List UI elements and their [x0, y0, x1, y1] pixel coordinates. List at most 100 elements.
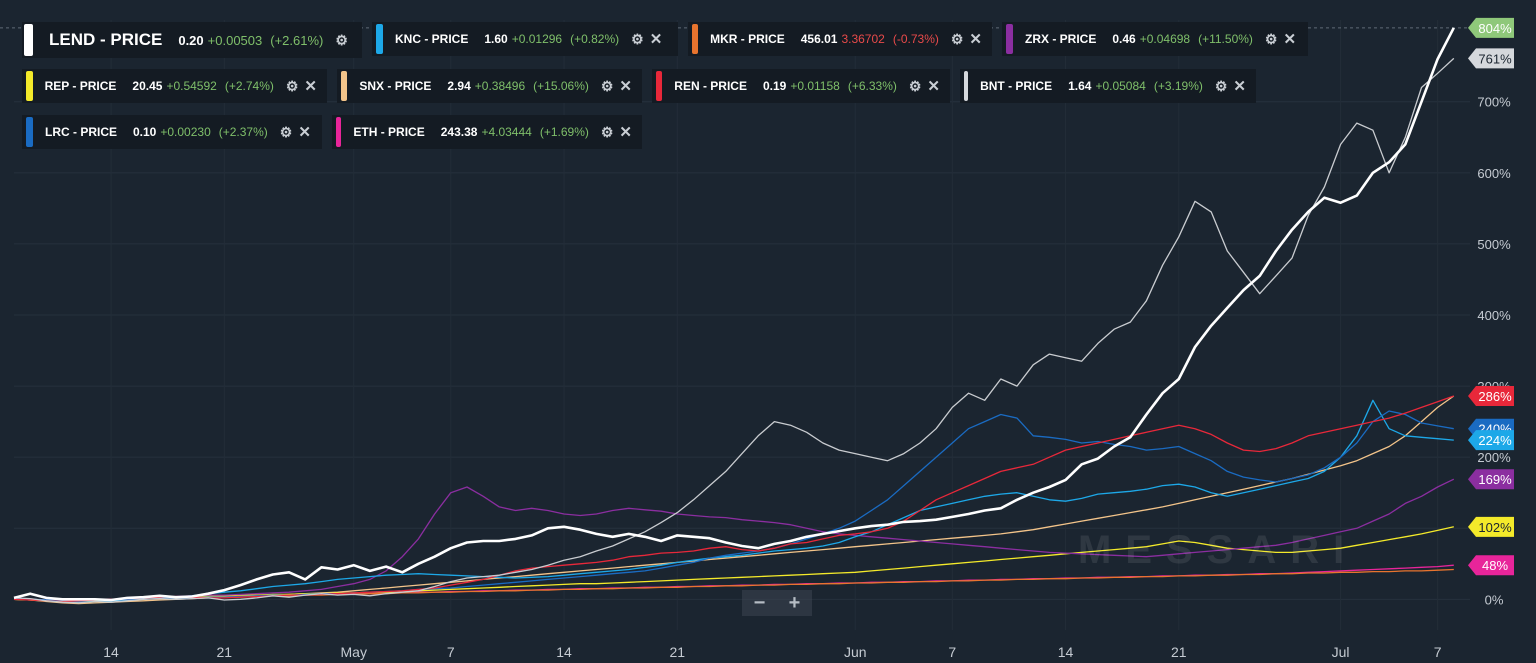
x-tick-label: May [341, 644, 367, 660]
legend-name-ren: REN - PRICE [674, 79, 747, 93]
gear-icon[interactable]: ⚙ [600, 78, 614, 94]
legend-change-lend: +0.00503 [207, 32, 263, 48]
x-tick-label: 7 [948, 644, 956, 660]
end-badge-shape [1468, 469, 1514, 490]
legend-change-snx: +0.38496 [474, 79, 526, 93]
legend-name-knc: KNC - PRICE [395, 32, 469, 46]
x-tick-label: 7 [447, 644, 455, 660]
close-icon[interactable]: ✕ [649, 30, 663, 48]
legend-swatch-snx [341, 71, 348, 101]
legend-value-ren: 0.19 [762, 79, 787, 93]
legend-row-3: LRC - PRICE 0.10 +0.00230 (+2.37%) ⚙ ✕ E… [0, 115, 642, 149]
legend-value-lend: 0.20 [178, 32, 204, 48]
legend-change-bnt: +0.05084 [1095, 79, 1146, 93]
x-axis-band [0, 633, 1536, 663]
legend-item-rep[interactable]: REP - PRICE 20.45 +0.54592 (+2.74%) ⚙ ✕ [22, 69, 327, 103]
legend-value-rep: 20.45 [132, 79, 163, 93]
zoom-controls: − + [742, 590, 812, 616]
x-tick-label: 7 [1434, 644, 1442, 660]
end-badge-shape [1468, 430, 1514, 451]
legend-pct-lend: (+2.61%) [270, 32, 324, 48]
x-tick-label: Jun [844, 644, 867, 660]
legend-change-ren: +0.01158 [790, 79, 840, 93]
end-badge-zrx: 169% [1468, 469, 1514, 490]
end-badge-label: 169% [1478, 472, 1512, 487]
minus-icon[interactable]: − [753, 591, 766, 614]
legend-change-rep: +0.54592 [166, 79, 217, 93]
legend-item-lend[interactable]: LEND - PRICE 0.20 +0.00503 (+2.61%) ⚙ [22, 22, 362, 58]
close-icon[interactable]: ✕ [969, 30, 982, 48]
legend-pct-zrx: (+11.50%) [1198, 32, 1253, 46]
legend-swatch-lend [24, 24, 33, 56]
legend-swatch-bnt [964, 71, 969, 101]
gear-icon[interactable]: ⚙ [1264, 31, 1278, 47]
series-line-lrc [13, 410, 1454, 602]
end-badge-label: 48% [1482, 558, 1508, 573]
legend-name-zrx: ZRX - PRICE [1025, 32, 1097, 46]
legend-pct-ren: (+6.33%) [847, 79, 897, 93]
legend-value-bnt: 1.64 [1068, 79, 1092, 93]
x-tick-label: 14 [1058, 644, 1074, 660]
legend-change-mkr: 3.36702 [841, 32, 885, 46]
legend-name-bnt: BNT - PRICE [980, 79, 1053, 93]
y-tick-label: 200% [1477, 450, 1511, 465]
x-tick-label: 14 [103, 644, 119, 660]
legend-item-zrx[interactable]: ZRX - PRICE 0.46 +0.04698 (+11.50%) ⚙ ✕ [1002, 22, 1308, 56]
gear-icon[interactable]: ⚙ [908, 78, 922, 94]
close-icon[interactable]: ✕ [927, 77, 940, 95]
legend-swatch-ren [656, 71, 663, 101]
gear-icon[interactable]: ⚙ [335, 32, 348, 48]
y-tick-label: 600% [1477, 166, 1511, 181]
gear-icon[interactable]: ⚙ [285, 78, 299, 94]
legend-item-bnt[interactable]: BNT - PRICE 1.64 +0.05084 (+3.19%) ⚙ ✕ [960, 69, 1256, 103]
end-badge-label: 804% [1478, 21, 1512, 36]
legend-item-knc[interactable]: KNC - PRICE 1.60 +0.01296 (+0.82%) ⚙ ✕ [372, 22, 678, 56]
gear-icon[interactable]: ⚙ [631, 31, 644, 47]
legend-name-rep: REP - PRICE [44, 79, 117, 93]
y-tick-label: 500% [1477, 237, 1511, 252]
gear-icon[interactable]: ⚙ [950, 31, 964, 47]
end-badge-ren: 286% [1468, 386, 1514, 407]
legend-swatch-eth [336, 117, 342, 147]
legend-swatch-zrx [1006, 24, 1013, 54]
y-tick-label: 400% [1477, 308, 1511, 323]
end-badge-label: 286% [1478, 389, 1512, 404]
legend-pct-rep: (+2.74%) [224, 79, 274, 93]
end-badge-label: 224% [1478, 433, 1512, 448]
close-icon[interactable]: ✕ [619, 123, 632, 141]
close-icon[interactable]: ✕ [1233, 77, 1246, 95]
legend-swatch-mkr [692, 24, 699, 54]
legend-value-mkr: 456.01 [800, 32, 838, 46]
end-badge-rep: 102% [1468, 516, 1514, 537]
close-icon[interactable]: ✕ [298, 123, 311, 141]
legend-pct-bnt: (+3.19%) [1153, 79, 1203, 93]
legend-row-2: REP - PRICE 20.45 +0.54592 (+2.74%) ⚙ ✕ … [0, 69, 1256, 103]
plus-icon[interactable]: + [788, 591, 801, 614]
legend-swatch-lrc [26, 117, 33, 147]
close-icon[interactable]: ✕ [1283, 30, 1297, 48]
gear-icon[interactable]: ⚙ [1214, 78, 1228, 94]
legend-item-mkr[interactable]: MKR - PRICE 456.01 3.36702 (-0.73%) ⚙ ✕ [688, 22, 992, 56]
legend-item-ren[interactable]: REN - PRICE 0.19 +0.01158 (+6.33%) ⚙ ✕ [652, 69, 950, 103]
legend-item-lrc[interactable]: LRC - PRICE 0.10 +0.00230 (+2.37%) ⚙ ✕ [22, 115, 322, 149]
close-icon[interactable]: ✕ [619, 77, 632, 95]
legend-swatch-knc [376, 24, 383, 54]
legend-name-eth: ETH - PRICE [353, 125, 425, 139]
legend-name-lrc: LRC - PRICE [45, 125, 117, 139]
close-icon[interactable]: ✕ [304, 77, 317, 95]
legend-item-snx[interactable]: SNX - PRICE 2.94 +0.38496 (+15.06%) ⚙ ✕ [337, 69, 642, 103]
end-badge-shape [1468, 555, 1514, 576]
gear-icon[interactable]: ⚙ [600, 124, 614, 140]
gear-icon[interactable]: ⚙ [279, 124, 293, 140]
series-line-bnt [13, 57, 1455, 604]
legend-item-eth[interactable]: ETH - PRICE 243.38 +4.03444 (+1.69%) ⚙ ✕ [332, 115, 642, 149]
messari-watermark: MESSARI [1078, 528, 1359, 572]
series-line-zrx [13, 478, 1455, 602]
end-badge-bnt: 761% [1468, 48, 1514, 69]
end-badge-label: 102% [1478, 520, 1512, 535]
legend-value-zrx: 0.46 [1112, 32, 1136, 46]
x-tick-label: 21 [1171, 644, 1187, 660]
x-tick-label: 21 [217, 644, 233, 660]
y-tick-label: 0% [1485, 592, 1504, 607]
end-badge-shape [1468, 48, 1514, 69]
